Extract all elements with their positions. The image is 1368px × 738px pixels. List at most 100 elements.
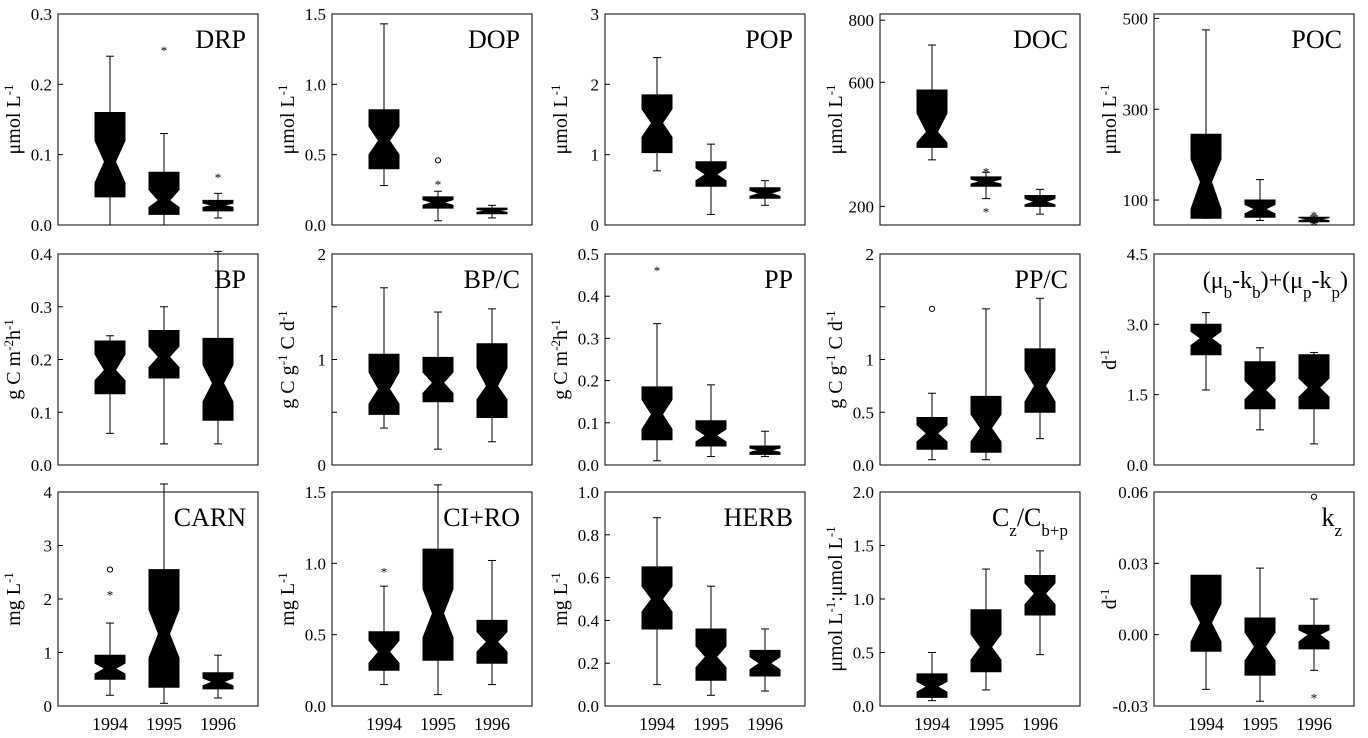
box-1996 <box>1298 351 1330 445</box>
notched-box <box>749 445 781 455</box>
panel-pp-c: 0.0 0.5 1 2 g C g-1 C d-1 PP/C <box>823 245 1081 475</box>
outlier-star: * <box>435 177 442 192</box>
panel-ci-ro: 0.0 0.5 1.0 1.5 mg L-1 CI+RO * 1994 1995 1996 <box>275 483 533 734</box>
notched-box <box>695 420 727 447</box>
outlier-star: * <box>1311 208 1318 223</box>
notched-box <box>202 199 234 212</box>
box-1995 <box>695 384 727 458</box>
y-tick-label: 0.3 <box>31 298 52 317</box>
panel-title: BP/C <box>464 265 520 294</box>
y-axis-label: μmol L-1 <box>1 85 26 155</box>
outlier-star: * <box>381 564 388 579</box>
y-tick-label: 1.0 <box>305 554 326 573</box>
x-tick-label: 1996 <box>747 714 783 734</box>
outlier-star: * <box>107 588 114 603</box>
y-tick-label: -0.03 <box>1113 697 1148 716</box>
y-tick-label: 0.2 <box>578 654 599 673</box>
notched-box <box>1190 323 1222 356</box>
y-tick-label: 4 <box>44 483 53 502</box>
panel-cz-cb-p: 0.0 0.5 1.0 1.5 2.0 μmol L-1:μmol L-1 Cz/Cb+p 1… <box>823 483 1081 734</box>
y-tick-label: 0.5 <box>853 644 874 663</box>
box-1995 <box>695 585 727 696</box>
box-1995 <box>1244 567 1276 702</box>
panel-title: Cz/Cb+p <box>992 503 1068 540</box>
y-tick-label: 0.0 <box>31 216 52 235</box>
notched-box <box>749 649 781 677</box>
x-tick-label: 1994 <box>366 714 402 734</box>
y-tick-label: 0.0 <box>31 456 52 475</box>
box-1996 <box>202 250 234 445</box>
panel-title: BP <box>214 265 246 294</box>
x-tick-label: 1996 <box>1022 714 1058 734</box>
y-tick-label: 0.2 <box>578 372 599 391</box>
y-axis-label: μmol L-1 <box>548 85 573 155</box>
y-tick-label: 200 <box>849 197 875 216</box>
panel--b-kb-p-kp-: 0.0 1.5 3.0 4.5 d-1 (μb-kb)+(μp-kp) <box>1097 245 1355 475</box>
notched-box <box>422 196 454 209</box>
y-tick-label: 0.4 <box>578 287 600 306</box>
box-1994 <box>916 44 948 161</box>
y-axis-label: d-1 <box>1097 349 1122 370</box>
box-1994 <box>641 57 673 172</box>
notched-box <box>368 631 400 671</box>
box-1995: * <box>148 43 180 226</box>
outlier-star: * <box>654 263 661 278</box>
y-tick-label: 0 <box>318 456 327 475</box>
y-tick-label: 0.00 <box>1118 626 1148 645</box>
notched-box <box>94 340 126 395</box>
panel-poc: 100 300 500 μmol L-1 POC ** <box>1097 10 1355 233</box>
y-tick-label: 1.0 <box>853 590 874 609</box>
y-tick-label: 0.5 <box>578 245 599 264</box>
plot-frame <box>1153 491 1355 707</box>
y-tick-label: 1.0 <box>305 75 326 94</box>
y-tick-label: 0.0 <box>578 697 599 716</box>
y-axis-label: g C m-2h-1 <box>1 319 26 400</box>
y-axis-label: g C g-1 C d-1 <box>823 310 848 408</box>
panel-title: DOP <box>468 25 520 54</box>
box-1996 <box>749 180 781 206</box>
x-tick-label: 1995 <box>420 714 456 734</box>
y-tick-label: 0.06 <box>1118 483 1148 502</box>
y-axis-label: μmol L-1 <box>1097 85 1122 155</box>
panel-title: HERB <box>724 503 793 532</box>
box-1996 <box>476 308 508 443</box>
box-1996 <box>202 654 234 699</box>
notched-box <box>916 673 948 698</box>
notched-box <box>422 548 454 661</box>
y-tick-label: 0.0 <box>1127 456 1148 475</box>
y-tick-label: 1.5 <box>305 5 326 24</box>
box-1994 <box>94 55 126 226</box>
outlier-star: * <box>215 170 222 185</box>
box-1994: * <box>641 263 673 462</box>
box-1996 <box>749 628 781 692</box>
y-tick-label: 300 <box>1123 100 1149 119</box>
plot-frame <box>331 13 533 226</box>
panel-title: kz <box>1321 503 1342 540</box>
panel-title: POP <box>745 25 793 54</box>
panel-kz: -0.03 0.00 0.03 0.06 d-1 kz * 1994 1995 1996 <box>1097 483 1355 734</box>
y-tick-label: 0 <box>44 697 53 716</box>
box-1994 <box>916 305 948 461</box>
notched-box <box>970 176 1002 187</box>
panel-title: POC <box>1291 25 1342 54</box>
box-1996 <box>749 430 781 458</box>
notched-box <box>1298 216 1330 223</box>
box-1995 <box>422 484 454 696</box>
panel-herb: 0.0 0.2 0.4 0.6 0.8 1.0 mg L-1 HERB 1994 1995 1996 <box>548 483 806 734</box>
panel-title: DOC <box>1013 25 1068 54</box>
box-1995: * <box>422 157 454 222</box>
y-tick-label: 0.6 <box>578 569 599 588</box>
y-axis-label: μmol L-1 <box>275 85 300 155</box>
y-tick-label: 0.0 <box>305 697 326 716</box>
y-tick-label: 0.0 <box>305 216 326 235</box>
y-tick-label: 0.5 <box>305 626 326 645</box>
y-axis-label: μmol L-1 <box>823 85 848 155</box>
y-tick-label: 0.5 <box>305 146 326 165</box>
y-tick-label: 1 <box>318 351 327 370</box>
box-1994 <box>94 335 126 434</box>
y-tick-label: 3 <box>44 537 53 556</box>
x-tick-label: 1994 <box>639 714 675 734</box>
box-1994 <box>368 23 400 187</box>
y-tick-label: 1.0 <box>578 483 599 502</box>
